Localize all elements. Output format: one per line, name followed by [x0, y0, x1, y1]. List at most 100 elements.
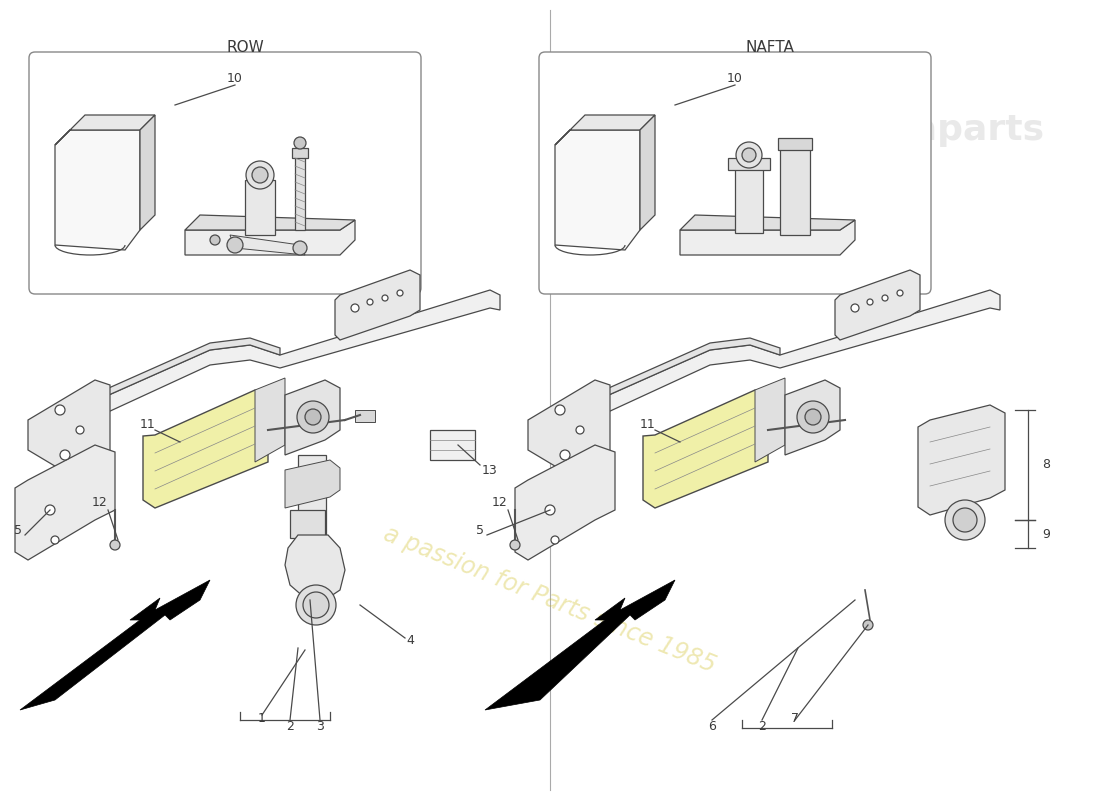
Circle shape: [302, 592, 329, 618]
Circle shape: [805, 409, 821, 425]
Text: 8: 8: [1042, 458, 1050, 471]
Text: 10: 10: [227, 71, 243, 85]
Text: 6: 6: [708, 719, 716, 733]
Polygon shape: [55, 115, 155, 145]
Polygon shape: [680, 215, 855, 230]
Polygon shape: [556, 115, 654, 145]
Polygon shape: [530, 338, 780, 430]
Circle shape: [294, 137, 306, 149]
Circle shape: [351, 304, 359, 312]
Circle shape: [45, 505, 55, 515]
Text: 5: 5: [14, 523, 22, 537]
FancyBboxPatch shape: [29, 52, 421, 294]
Circle shape: [382, 295, 388, 301]
Circle shape: [293, 241, 307, 255]
Circle shape: [882, 295, 888, 301]
Text: 2: 2: [758, 719, 766, 733]
Polygon shape: [285, 460, 340, 508]
Polygon shape: [755, 378, 785, 462]
Circle shape: [544, 505, 556, 515]
Circle shape: [510, 540, 520, 550]
Circle shape: [55, 405, 65, 415]
Bar: [245, 180, 275, 235]
Circle shape: [246, 161, 274, 189]
Circle shape: [51, 536, 59, 544]
Text: 4: 4: [406, 634, 414, 646]
Circle shape: [76, 426, 84, 434]
Polygon shape: [644, 390, 768, 508]
Polygon shape: [680, 220, 855, 255]
Circle shape: [397, 290, 403, 296]
Bar: [780, 145, 810, 235]
Polygon shape: [185, 215, 355, 230]
Text: 12: 12: [92, 497, 108, 510]
Polygon shape: [515, 445, 615, 560]
Circle shape: [305, 409, 321, 425]
Circle shape: [896, 290, 903, 296]
Polygon shape: [556, 130, 640, 250]
Bar: [292, 148, 308, 158]
Circle shape: [864, 620, 873, 630]
Bar: [295, 155, 305, 230]
FancyBboxPatch shape: [539, 52, 931, 294]
Text: 10: 10: [727, 71, 742, 85]
Polygon shape: [230, 235, 305, 255]
Polygon shape: [528, 380, 611, 490]
Polygon shape: [285, 380, 340, 455]
Circle shape: [798, 401, 829, 433]
Polygon shape: [30, 338, 280, 430]
Text: 2: 2: [286, 719, 294, 733]
Polygon shape: [485, 580, 675, 710]
Polygon shape: [785, 380, 840, 455]
Bar: [728, 158, 770, 170]
Circle shape: [110, 540, 120, 550]
Circle shape: [742, 148, 756, 162]
Circle shape: [60, 450, 70, 460]
Text: europaparts: europaparts: [795, 113, 1045, 147]
Polygon shape: [285, 535, 345, 600]
Circle shape: [296, 585, 336, 625]
Text: 9: 9: [1042, 529, 1049, 542]
Circle shape: [736, 142, 762, 168]
Circle shape: [210, 235, 220, 245]
Circle shape: [867, 299, 873, 305]
Circle shape: [556, 405, 565, 415]
Polygon shape: [15, 445, 116, 560]
Text: 11: 11: [640, 418, 656, 431]
Circle shape: [227, 237, 243, 253]
Polygon shape: [255, 378, 285, 462]
Bar: [430, 430, 475, 460]
Text: 7: 7: [791, 711, 799, 725]
Bar: [355, 410, 375, 422]
Circle shape: [576, 426, 584, 434]
Polygon shape: [336, 270, 420, 340]
Bar: [735, 165, 763, 233]
Polygon shape: [30, 290, 500, 448]
Polygon shape: [55, 130, 140, 250]
Polygon shape: [140, 115, 155, 230]
Polygon shape: [143, 390, 268, 508]
Text: 12: 12: [492, 497, 508, 510]
Text: NAFTA: NAFTA: [746, 41, 794, 55]
Polygon shape: [530, 290, 1000, 448]
Circle shape: [297, 401, 329, 433]
Polygon shape: [28, 380, 110, 490]
Bar: [290, 510, 324, 538]
Polygon shape: [918, 405, 1005, 515]
Text: 1: 1: [258, 711, 266, 725]
Text: 5: 5: [476, 523, 484, 537]
Polygon shape: [20, 580, 210, 710]
Circle shape: [851, 304, 859, 312]
Text: a passion for Parts since 1985: a passion for Parts since 1985: [381, 522, 719, 678]
Text: ROW: ROW: [227, 41, 264, 55]
Bar: [778, 138, 812, 150]
Circle shape: [945, 500, 984, 540]
Polygon shape: [835, 270, 920, 340]
Circle shape: [953, 508, 977, 532]
Text: 13: 13: [482, 463, 498, 477]
Circle shape: [367, 299, 373, 305]
Circle shape: [551, 536, 559, 544]
Circle shape: [560, 450, 570, 460]
Text: 3: 3: [316, 719, 323, 733]
Bar: [298, 455, 326, 535]
